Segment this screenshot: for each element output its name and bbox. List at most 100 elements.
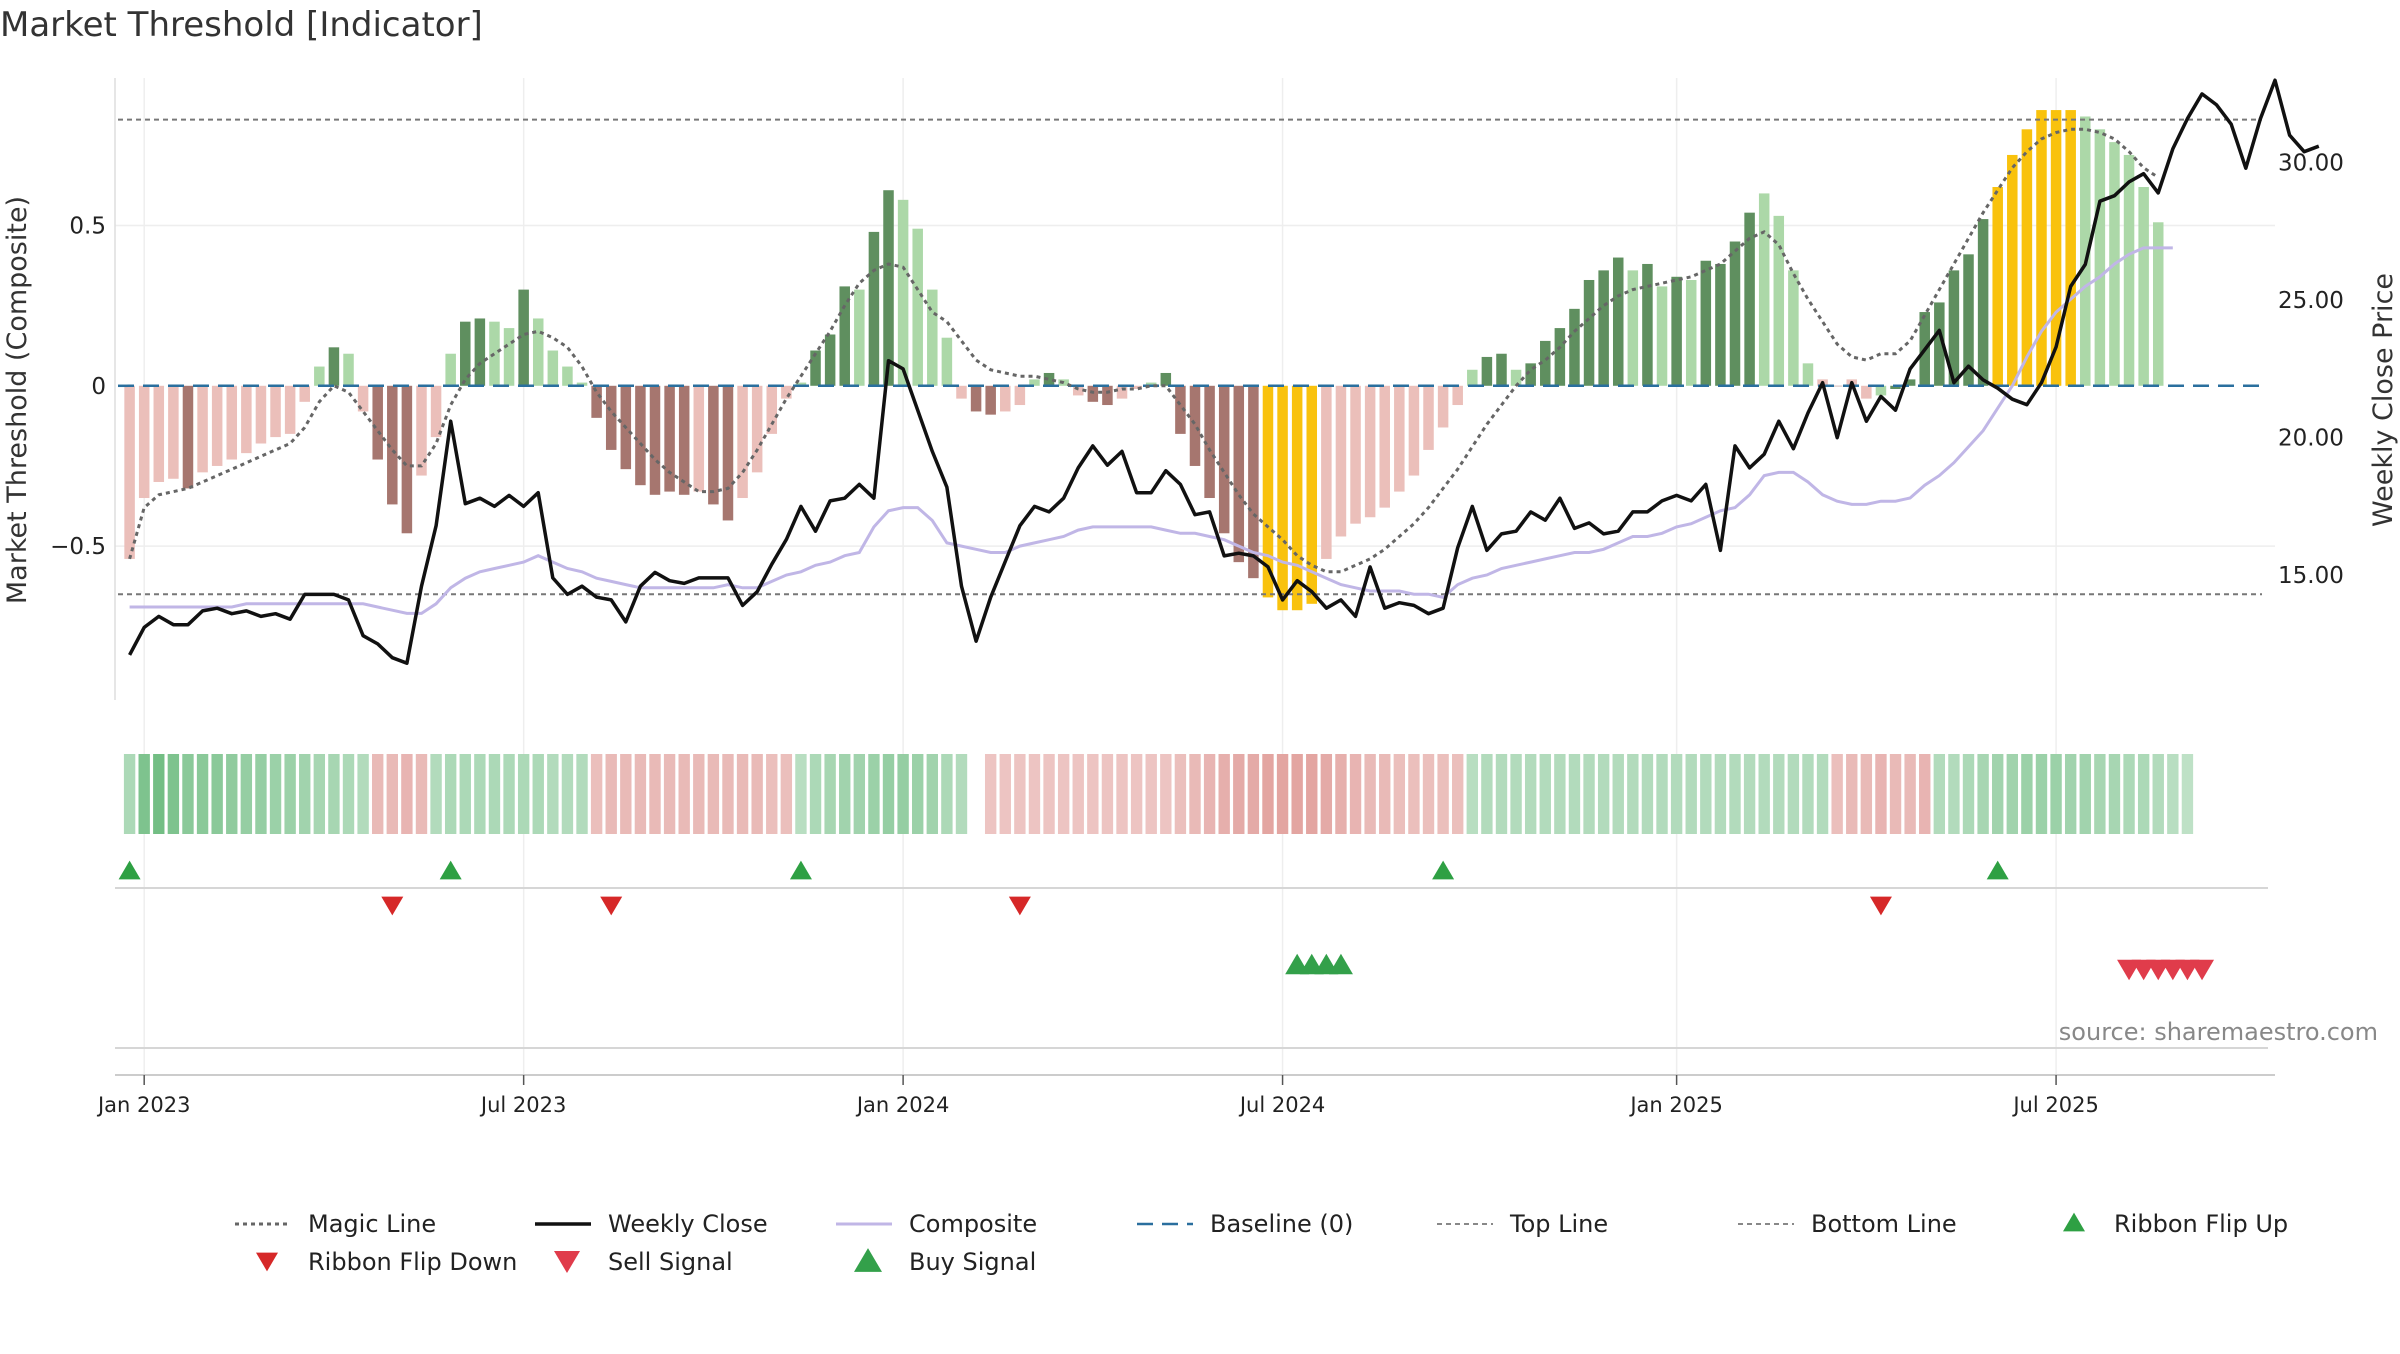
x-tick-label: Jan 2024 — [855, 1093, 950, 1117]
ribbon-cell — [255, 754, 267, 834]
histogram-bar — [1233, 385, 1245, 563]
ribbon-cell — [1524, 754, 1537, 834]
histogram-bar — [182, 385, 194, 489]
ribbon-cell — [1160, 754, 1172, 834]
histogram-bar — [241, 385, 252, 454]
ribbon-cell — [1481, 754, 1493, 834]
histogram-bar — [211, 385, 223, 466]
ribbon-cell — [1247, 754, 1260, 834]
source-note: source: sharemaestro.com — [2059, 1018, 2378, 1046]
ribbon-cell — [1335, 754, 1347, 834]
ribbon-cell — [1860, 754, 1873, 834]
legend-label: Buy Signal — [909, 1248, 1036, 1276]
ribbon-cell — [1904, 754, 1916, 834]
ribbon-cell — [780, 754, 793, 834]
ribbon-cell — [503, 754, 515, 834]
histogram-bar — [1656, 286, 1668, 386]
ribbon-cell — [2152, 754, 2164, 834]
ribbon-cell — [1627, 754, 1639, 834]
ribbon-cell — [1787, 754, 1800, 834]
histogram-bar — [1029, 379, 1040, 386]
ribbon-cell — [766, 754, 778, 834]
legend-label: Bottom Line — [1811, 1210, 1957, 1238]
ribbon-cell — [1320, 754, 1333, 834]
ribbon-cell — [415, 754, 428, 834]
histogram-bar — [1364, 385, 1376, 518]
ribbon-cell — [1539, 754, 1551, 834]
legend-label: Composite — [909, 1210, 1037, 1238]
ribbon-cell — [240, 754, 253, 834]
ribbon-cell — [182, 754, 194, 834]
histogram-bar — [1204, 385, 1215, 499]
ribbon-cell — [1028, 754, 1041, 834]
histogram-bar — [1350, 385, 1361, 524]
histogram-bar — [912, 228, 923, 386]
ribbon-cell — [868, 754, 880, 834]
histogram-bar — [372, 385, 383, 460]
ribbon-cell — [1130, 754, 1143, 834]
left-tick-label: 0.5 — [69, 213, 106, 239]
ribbon-cell — [1437, 754, 1449, 834]
ribbon-cell — [1408, 754, 1420, 834]
chart-title: Market Threshold [Indicator] — [0, 5, 483, 45]
x-tick-label: Jan 2025 — [1628, 1093, 1723, 1117]
ribbon-cell — [1393, 754, 1406, 834]
ribbon-cell — [138, 754, 150, 834]
histogram-bar — [328, 347, 340, 386]
ribbon-flip-up-marker — [118, 860, 141, 880]
histogram-bar — [1379, 385, 1390, 508]
ribbon-cell — [1700, 754, 1712, 834]
histogram-bar — [270, 385, 281, 438]
ribbon-cell — [1218, 754, 1230, 834]
histogram-bar — [1525, 363, 1536, 386]
histogram-bar — [576, 382, 588, 386]
histogram-bar — [445, 353, 456, 386]
ribbon-cell — [1846, 754, 1858, 834]
histogram-bar — [1248, 385, 1259, 579]
sell-signal-marker — [2190, 959, 2215, 981]
ribbon-cell — [547, 754, 559, 834]
ribbon-cell — [1291, 754, 1303, 834]
histogram-bar — [1452, 385, 1463, 406]
histogram-bar — [1218, 385, 1230, 534]
histogram-bar — [503, 328, 515, 386]
ribbon-cell — [1889, 754, 1902, 834]
ribbon-cell — [576, 754, 588, 834]
magic-line — [128, 127, 2160, 574]
ribbon-flip-up-marker — [1432, 860, 1455, 880]
legend: Magic Line Weekly Close Composite Baseline … — [235, 1210, 2288, 1276]
histogram-bar — [1977, 219, 1989, 386]
ribbon-cell — [517, 754, 530, 834]
ribbon-cell — [474, 754, 486, 834]
histogram-bar — [2007, 154, 2018, 386]
histogram-bar — [1510, 369, 1522, 386]
ribbon-cell — [1203, 754, 1216, 834]
histogram-bar — [1744, 212, 1755, 386]
histogram-bar — [343, 353, 354, 386]
ribbon-cell — [1276, 754, 1289, 834]
x-tick-label: Jul 2023 — [479, 1093, 566, 1117]
ribbon-flip-up-marker — [439, 860, 462, 880]
histogram-bar — [1072, 385, 1084, 396]
ribbon-cell — [839, 754, 851, 834]
ribbon-cell — [1729, 754, 1741, 834]
histogram-bar — [1496, 353, 1507, 386]
histogram-bar — [1335, 385, 1347, 537]
histogram-bar — [1481, 356, 1493, 386]
ribbon-cell — [1554, 754, 1566, 834]
buy-signal-marker — [1328, 953, 1353, 975]
ribbon-cell — [1087, 754, 1099, 834]
ribbon-cell — [620, 754, 632, 834]
ribbon-cell — [678, 754, 690, 834]
ribbon-cell — [984, 754, 997, 834]
histogram-bar — [153, 385, 165, 482]
histogram-bar — [1116, 385, 1128, 399]
ribbon-cell — [1773, 754, 1785, 834]
histogram-bar — [1102, 385, 1113, 406]
ribbon-flip-down-marker — [1008, 896, 1031, 916]
histogram-bar — [401, 385, 413, 534]
ribbon-cell — [853, 754, 866, 834]
ribbon-cell — [1583, 754, 1595, 834]
ribbon-cell — [459, 754, 471, 834]
